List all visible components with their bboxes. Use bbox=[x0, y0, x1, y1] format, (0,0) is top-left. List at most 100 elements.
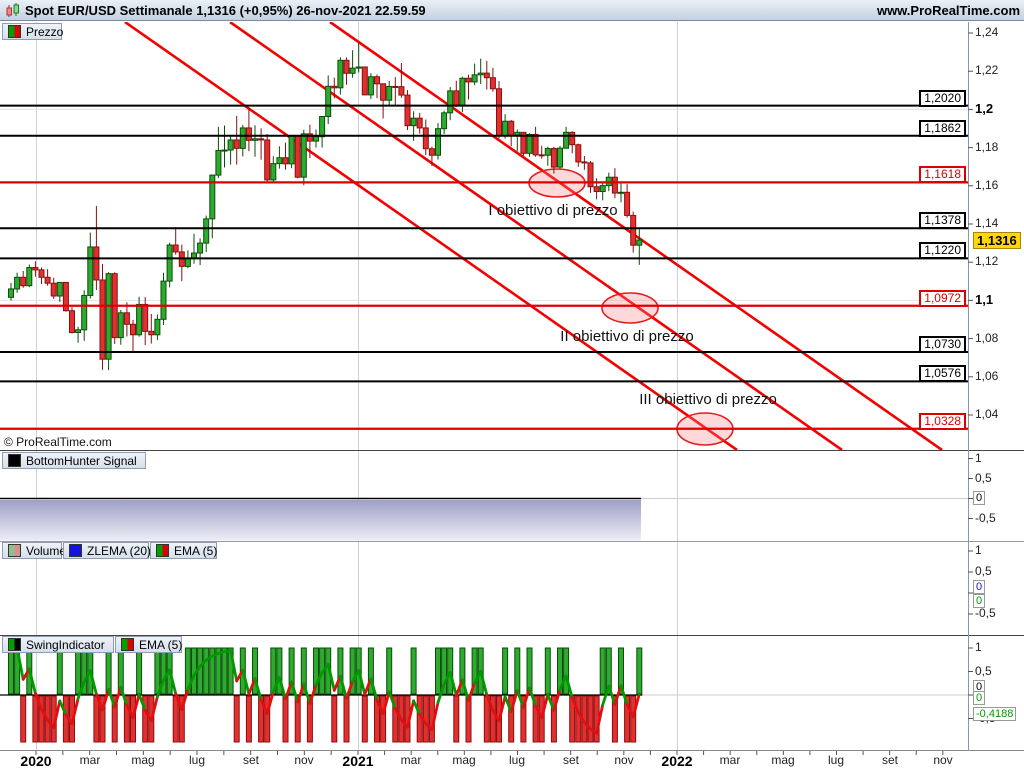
last-price-badge: 1,1316 bbox=[973, 231, 1021, 249]
ema-segment bbox=[546, 693, 556, 712]
candle bbox=[227, 139, 234, 151]
price-level-label[interactable]: 1,0730 bbox=[919, 335, 966, 353]
candle bbox=[575, 144, 582, 163]
ema-segment bbox=[76, 669, 98, 700]
objective-label-2[interactable]: II obiettivo di prezzo bbox=[560, 328, 694, 345]
bottomhunter-tick-label: 1 bbox=[975, 450, 982, 465]
candle bbox=[538, 154, 545, 157]
ema-segment bbox=[95, 688, 110, 712]
price-tick-label: 1,2 bbox=[975, 101, 994, 117]
candle bbox=[203, 218, 210, 244]
candle bbox=[465, 77, 472, 83]
candle bbox=[392, 85, 399, 88]
tab-ema[interactable]: EMA (5) bbox=[150, 542, 217, 559]
swing-bar-down bbox=[520, 695, 527, 743]
candle bbox=[599, 185, 606, 193]
price-level-label[interactable]: 1,1862 bbox=[919, 119, 966, 137]
candle bbox=[557, 147, 563, 168]
candle bbox=[386, 85, 393, 101]
bottomhunter-series-icon bbox=[8, 454, 21, 467]
trend-line[interactable] bbox=[229, 22, 843, 451]
swing-bar-up bbox=[337, 647, 344, 695]
tab-bottomhunter[interactable]: BottomHunter Signal bbox=[2, 452, 146, 469]
target-ellipse-2[interactable] bbox=[601, 292, 659, 324]
site-link[interactable]: www.ProRealTime.com bbox=[876, 2, 1020, 18]
swing-bar-up bbox=[435, 647, 441, 695]
candle bbox=[349, 67, 356, 74]
ema-segment bbox=[363, 677, 373, 696]
ema-segment bbox=[235, 668, 245, 683]
objective-label-3[interactable]: III obiettivo di prezzo bbox=[639, 391, 777, 408]
ema-segment bbox=[601, 684, 617, 707]
price-tick-label: 1,04 bbox=[975, 407, 999, 421]
candle bbox=[428, 148, 435, 156]
candle bbox=[184, 258, 191, 267]
year-label: 2020 bbox=[20, 753, 52, 768]
volume-tick-label: -0,5 bbox=[975, 606, 996, 620]
ema-segment bbox=[485, 693, 507, 723]
swing-bar-down bbox=[624, 695, 631, 743]
candle bbox=[294, 135, 301, 178]
volume-tick-label: 0,5 bbox=[975, 564, 992, 578]
ema-segment bbox=[27, 667, 37, 695]
swing-bar-down bbox=[489, 695, 496, 743]
ema-segment bbox=[137, 693, 147, 712]
ema-segment bbox=[393, 699, 416, 729]
prezzo-series-icon bbox=[8, 25, 21, 38]
month-label: mag bbox=[771, 753, 795, 767]
swing-bar-up bbox=[605, 647, 612, 695]
candle bbox=[221, 149, 228, 152]
price-level-label[interactable]: 1,0328 bbox=[919, 412, 966, 430]
price-tick-label: 1,22 bbox=[975, 63, 999, 78]
candle bbox=[441, 112, 448, 130]
price-level-label[interactable]: 1,1220 bbox=[919, 242, 966, 260]
price-tick-label: 1,08 bbox=[975, 330, 999, 345]
tab-zlema[interactable]: ZLEMA (20) bbox=[63, 542, 151, 559]
price-level-label[interactable]: 1,2020 bbox=[919, 89, 966, 107]
candle bbox=[270, 163, 277, 181]
ema-segment bbox=[570, 696, 605, 735]
swing-bar-down bbox=[264, 695, 271, 743]
candle bbox=[569, 131, 576, 146]
tab-volume[interactable]: Volume bbox=[2, 542, 66, 559]
month-label: nov bbox=[614, 753, 634, 767]
swing-bar-down bbox=[575, 695, 582, 743]
candle bbox=[422, 127, 429, 150]
price-level-label[interactable]: 1,1378 bbox=[919, 212, 966, 230]
candle bbox=[62, 281, 69, 312]
ema-segment bbox=[528, 686, 537, 708]
swing-bar-up bbox=[154, 647, 161, 695]
objective-label-1[interactable]: I obiettivo di prezzo bbox=[488, 202, 618, 219]
candle bbox=[618, 191, 624, 194]
candle bbox=[105, 273, 112, 360]
swing-value-badge: -0,4188 bbox=[973, 707, 1017, 721]
price-level-label[interactable]: 1,0576 bbox=[919, 365, 966, 383]
swing-tick-label: 0,5 bbox=[975, 663, 992, 678]
candle bbox=[117, 312, 124, 339]
ema-segment bbox=[58, 699, 68, 717]
tab-ema-2[interactable]: EMA (5) bbox=[115, 636, 182, 653]
trend-line[interactable] bbox=[124, 22, 738, 451]
candle bbox=[209, 174, 216, 220]
swing-bar-down bbox=[245, 695, 252, 743]
tab-prezzo[interactable]: Prezzo bbox=[2, 23, 63, 40]
ema-segment bbox=[125, 693, 141, 720]
swing-bar-up bbox=[563, 647, 570, 695]
candle bbox=[288, 135, 295, 165]
swing-bar-down bbox=[142, 695, 149, 743]
swing-bar-up bbox=[221, 647, 228, 695]
candle bbox=[282, 157, 289, 165]
tab-swingindicator[interactable]: SwingIndicator bbox=[2, 636, 114, 653]
swing-bar-down bbox=[550, 695, 557, 743]
zlema-series-icon bbox=[69, 544, 82, 557]
candle bbox=[459, 77, 466, 107]
swing-bar-up bbox=[349, 647, 356, 695]
price-level-label[interactable]: 1,0972 bbox=[919, 289, 966, 307]
candle bbox=[136, 303, 143, 336]
tab-label: SwingIndicator bbox=[26, 637, 105, 652]
volume-value-badge: 0 bbox=[973, 594, 986, 608]
candle bbox=[471, 74, 478, 83]
candle bbox=[215, 149, 222, 176]
tab-label: EMA (5) bbox=[139, 637, 183, 652]
price-level-label[interactable]: 1,1618 bbox=[919, 166, 966, 184]
